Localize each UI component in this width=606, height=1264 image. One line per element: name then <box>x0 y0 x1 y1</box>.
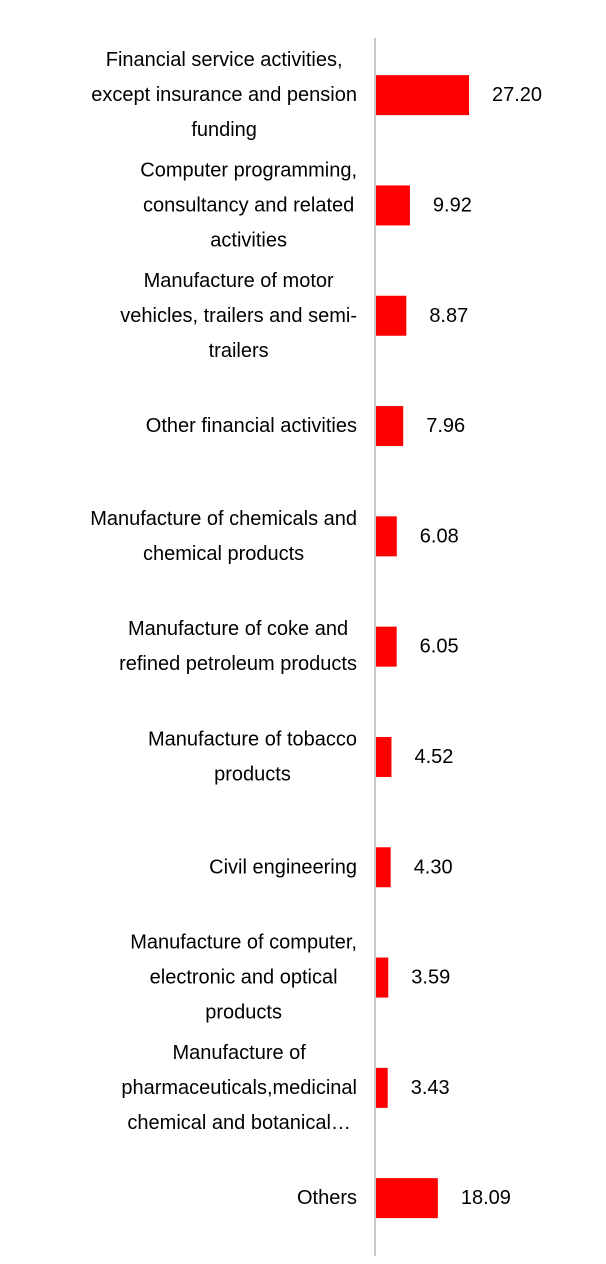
category-label-line: consultancy and related <box>143 194 354 216</box>
category-labels: Financial service activities, except insu… <box>90 49 357 1209</box>
bar-1 <box>376 185 410 226</box>
value-label-3: 7.96 <box>426 415 465 437</box>
category-label-line: trailers <box>209 340 269 362</box>
bar-2 <box>376 295 407 336</box>
category-label-8: Manufacture of computer, electronic and o… <box>130 932 357 1024</box>
category-label-9: Manufacture of pharmaceuticals,medicinal c… <box>121 1042 357 1134</box>
category-label-line: products <box>205 1002 282 1024</box>
value-label-7: 4.30 <box>414 856 453 878</box>
category-label-line: electronic and optical <box>150 967 338 989</box>
category-label-10: Others <box>297 1187 357 1209</box>
category-label-6: Manufacture of tobacco products <box>148 728 357 785</box>
category-label-line: Financial service activities, <box>106 49 343 71</box>
value-label-1: 9.92 <box>433 194 472 216</box>
category-label-line: Other financial activities <box>146 415 357 437</box>
category-label-line: funding <box>191 119 257 141</box>
bar-10 <box>376 1178 438 1219</box>
value-label-8: 3.59 <box>411 967 450 989</box>
bar-5 <box>376 626 397 667</box>
category-label-line: Manufacture of coke and <box>128 618 348 640</box>
category-label-line: Manufacture of tobacco <box>148 728 357 750</box>
category-label-5: Manufacture of coke and refined petroleum… <box>119 618 357 675</box>
value-label-10: 18.09 <box>461 1187 511 1209</box>
bar-3 <box>376 406 404 447</box>
value-label-4: 6.08 <box>420 525 459 547</box>
category-label-line: Computer programming, <box>140 159 357 181</box>
value-labels: 27.20 9.92 8.87 7.96 6.08 6.05 4.52 4.30 3.59 3.4… <box>411 84 542 1209</box>
category-label-line: refined petroleum products <box>119 653 357 675</box>
category-label-4: Manufacture of chemicals and chemical pro… <box>90 508 357 565</box>
category-label-line: products <box>214 763 291 785</box>
category-label-line: chemical and botanical… <box>127 1112 350 1134</box>
category-label-line: Manufacture of computer, <box>130 932 357 954</box>
category-label-line: vehicles, trailers and semi- <box>120 305 357 327</box>
category-label-2: Manufacture of motor vehicles, trailers a… <box>120 270 357 362</box>
value-label-9: 3.43 <box>411 1077 450 1099</box>
category-label-line: Manufacture of <box>172 1042 306 1064</box>
bar-0 <box>376 75 469 116</box>
bar-4 <box>376 516 397 557</box>
category-label-line: Civil engineering <box>209 856 357 878</box>
category-label-3: Other financial activities <box>146 415 357 437</box>
category-label-line: Others <box>297 1187 357 1209</box>
value-label-0: 27.20 <box>492 84 542 106</box>
value-label-2: 8.87 <box>429 305 468 327</box>
category-label-1: Computer programming, consultancy and rel… <box>140 159 357 251</box>
category-label-line: activities <box>210 229 287 251</box>
bar-7 <box>376 847 391 888</box>
category-label-line: chemical products <box>143 543 304 565</box>
category-label-line: Manufacture of chemicals and <box>90 508 357 530</box>
value-label-6: 4.52 <box>414 746 453 768</box>
bars <box>376 75 469 1219</box>
category-label-line: pharmaceuticals,medicinal <box>121 1077 357 1099</box>
category-label-line: Manufacture of motor <box>144 270 334 292</box>
category-label-line: except insurance and pension <box>91 84 357 106</box>
bar-8 <box>376 957 389 998</box>
bar-9 <box>376 1067 388 1108</box>
category-label-0: Financial service activities, except insu… <box>91 49 357 141</box>
value-label-5: 6.05 <box>420 636 459 658</box>
bar-6 <box>376 736 392 777</box>
category-label-7: Civil engineering <box>209 856 357 878</box>
